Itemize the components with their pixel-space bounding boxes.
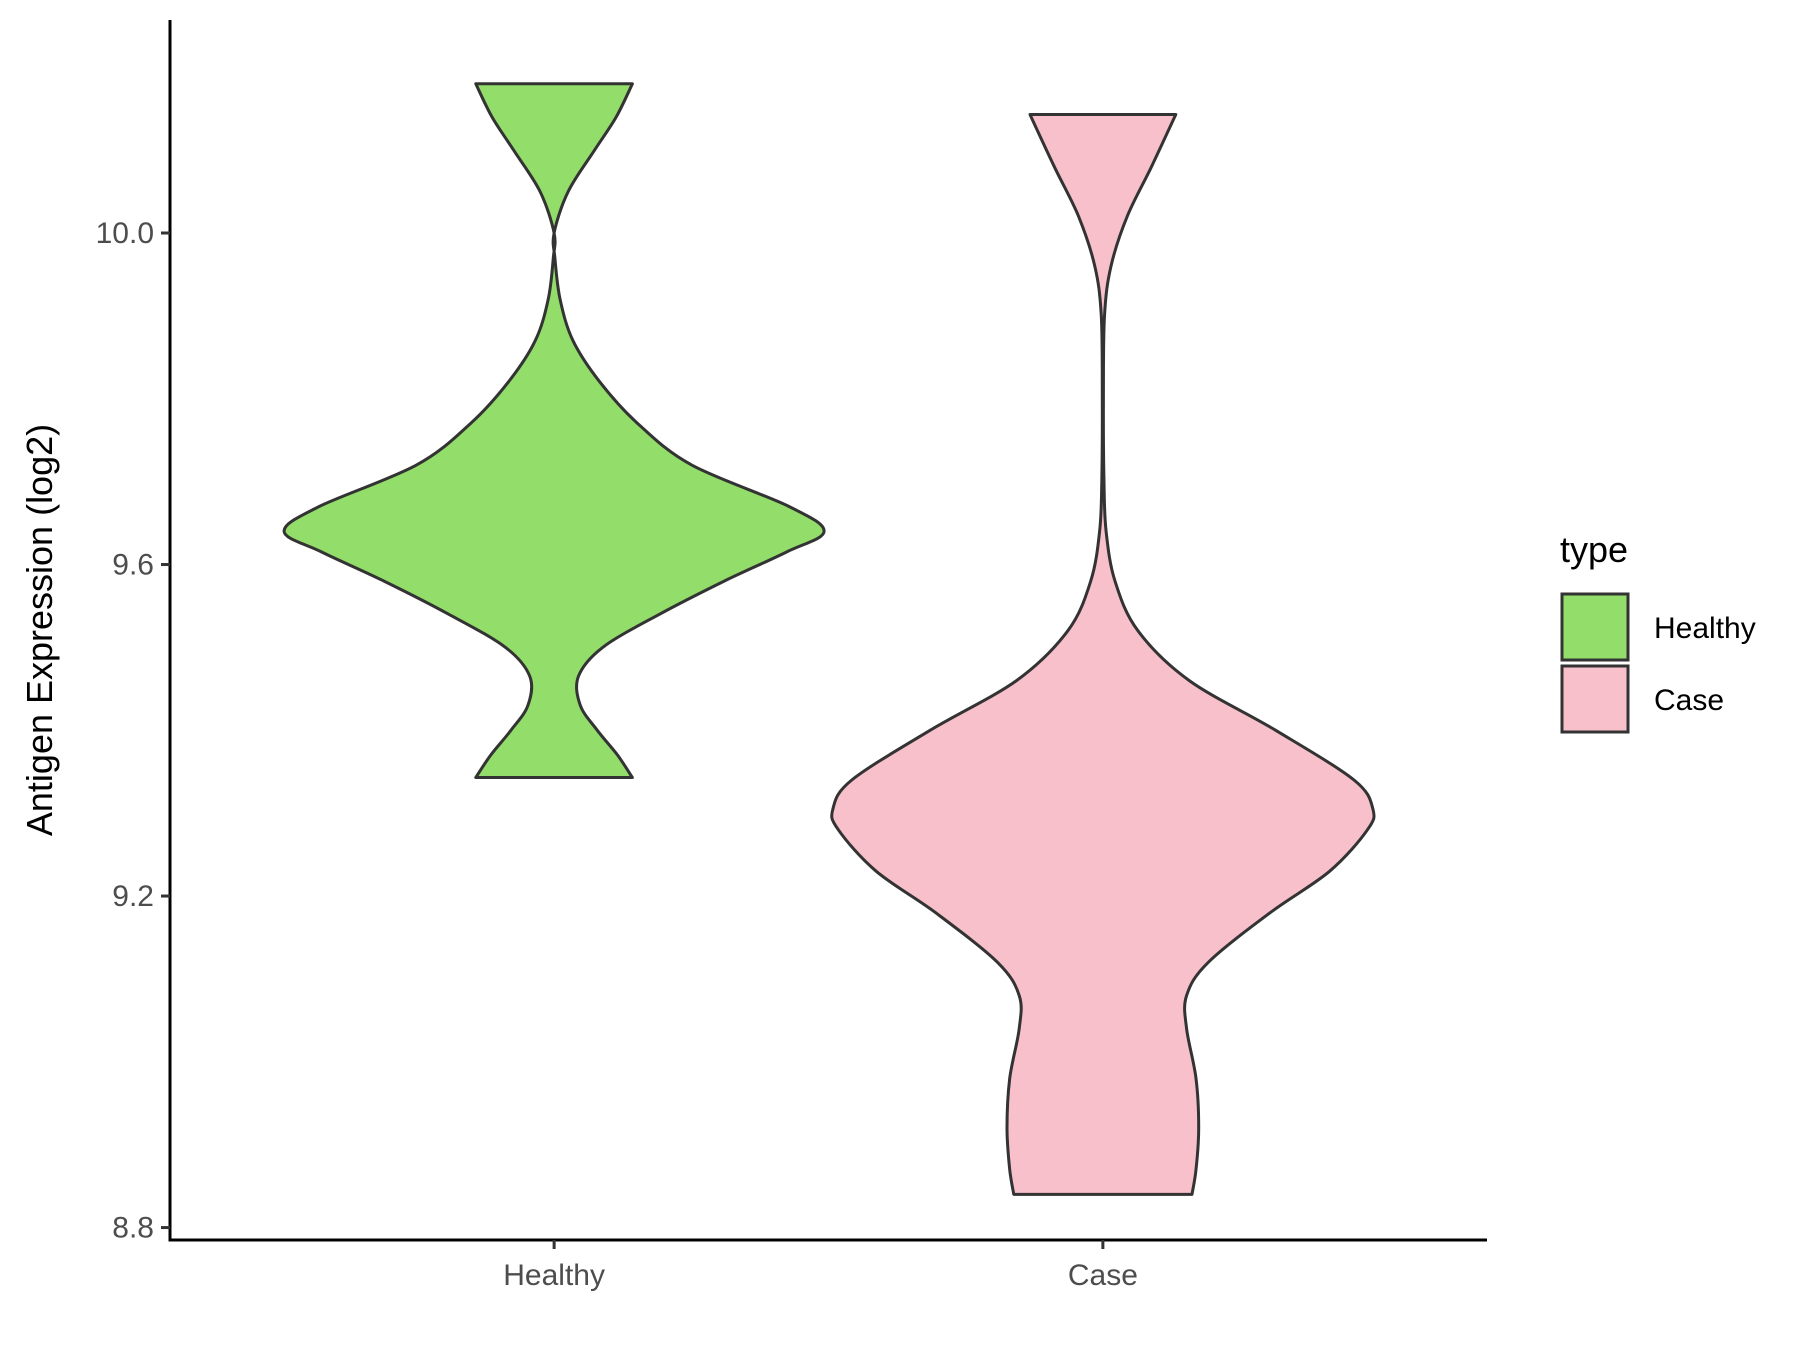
legend-swatch-case [1560,664,1630,734]
legend-label-healthy: Healthy [1654,612,1756,645]
y-tick-label: 9.6 [112,549,154,582]
violin-layer [282,82,1376,1196]
x-axis-ticks: Healthy Case [503,1240,1138,1292]
violin-case [830,113,1376,1196]
y-tick-label: 10.0 [96,217,154,250]
legend-title: type [1560,529,1628,570]
legend: type Healthy Case [1560,529,1756,734]
x-tick-label: Healthy [503,1259,605,1292]
x-tick-label: Case [1068,1259,1138,1292]
y-axis-title: Antigen Expression (log2) [19,424,60,836]
y-tick-label: 8.8 [112,1212,154,1245]
legend-label-case: Case [1654,684,1724,717]
violin-healthy [282,82,826,779]
legend-items: Healthy Case [1560,592,1756,734]
y-tick-label: 9.2 [112,880,154,913]
legend-swatch-healthy [1560,592,1630,662]
y-axis-ticks: 8.8 9.2 9.6 10.0 [96,217,170,1245]
